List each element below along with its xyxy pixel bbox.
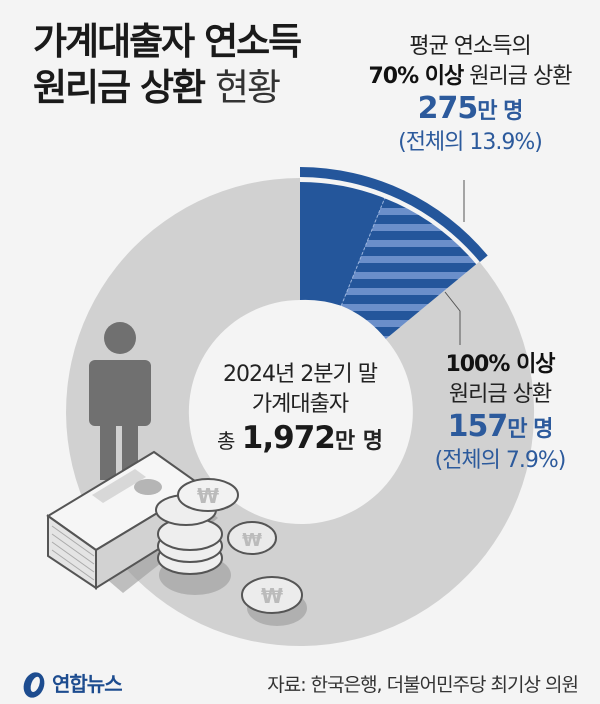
donut-segment-70-100: [300, 182, 385, 306]
svg-text:₩: ₩: [261, 584, 283, 608]
logo-text: 연합뉴스: [52, 672, 123, 696]
center-total-unit: 만 명: [334, 429, 383, 454]
svg-text:₩: ₩: [197, 484, 219, 508]
label-70-share: (전체의 13.9%): [398, 130, 543, 155]
coins-icon: ₩ ₩ ₩: [155, 478, 307, 626]
title-line-2: 원리금 상환 현황: [33, 66, 281, 110]
outer-arc-70-plus: [300, 167, 488, 262]
title-light: 현황: [214, 66, 281, 109]
label-70-number: 275: [417, 91, 479, 126]
center-total-prefix: 총: [217, 429, 236, 453]
center-line1: 2024년 2분기 말: [223, 362, 378, 387]
leader-line-100: [444, 291, 461, 345]
label-100-unit: 만 명: [507, 417, 553, 442]
label-100-line1: 100% 이상: [445, 352, 555, 377]
label-100-number: 157: [447, 409, 509, 444]
yonhap-logo-icon: [23, 672, 45, 698]
title-line-1: 가계대출자 연소득: [33, 20, 302, 63]
label-70-unit: 만 명: [477, 99, 523, 124]
source-note: 자료: 한국은행, 더불어민주당 최기상 의원: [267, 674, 579, 696]
label-100-value: 157만 명: [405, 410, 595, 447]
title-bold: 원리금 상환: [33, 66, 206, 109]
center-line2: 가계대출자: [251, 392, 349, 417]
label-100-percent: 100% 이상 원리금 상환 157만 명 (전체의 7.9%): [405, 350, 595, 475]
label-70-bold: 70% 이상: [368, 64, 464, 89]
label-100-line2: 원리금 상환: [448, 382, 552, 407]
center-total: 총 1,972만 명: [190, 420, 410, 460]
donut-center-label: 2024년 2분기 말 가계대출자 총 1,972만 명: [190, 360, 410, 460]
center-total-value: 1,972: [241, 420, 336, 456]
segment-divider: [340, 198, 386, 306]
donut-segment-100-plus: [341, 198, 477, 339]
label-70-line1: 평균 연소득의: [409, 34, 531, 59]
yonhap-logo: 연합뉴스: [22, 668, 123, 697]
label-70-line2: 70% 이상 원리금 상환: [345, 62, 595, 92]
label-70-value: 275만 명: [345, 92, 595, 129]
label-100-share: (전체의 7.9%): [434, 448, 567, 473]
label-70-percent: 평균 연소득의 70% 이상 원리금 상환 275만 명 (전체의 13.9%): [345, 32, 595, 157]
svg-text:₩: ₩: [242, 530, 262, 551]
label-70-rest: 원리금 상환: [469, 64, 572, 89]
